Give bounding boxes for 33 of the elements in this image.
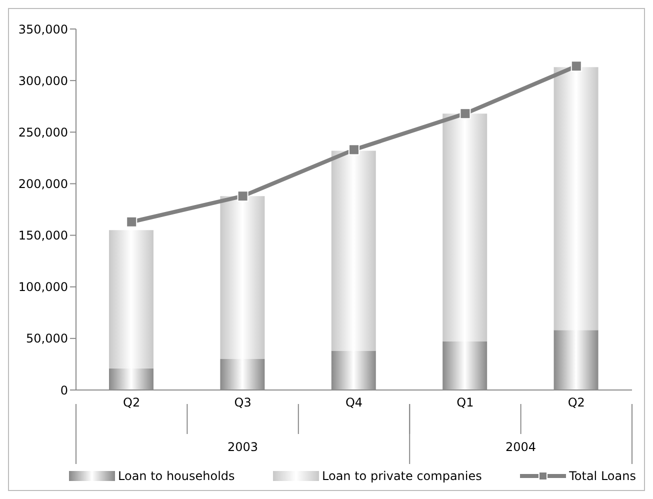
bar — [442, 342, 488, 390]
bar — [109, 230, 154, 368]
bar — [109, 368, 154, 390]
bar — [554, 67, 598, 330]
y-tick-label: 250,000 — [18, 125, 68, 140]
y-tick-label: 150,000 — [18, 228, 68, 243]
x-tick-label: Q4 — [345, 396, 363, 410]
point — [570, 60, 582, 72]
y-tick-label: 200,000 — [18, 176, 68, 191]
x-tick-label: Q3 — [234, 396, 252, 410]
legend-label: Total Loans — [569, 469, 636, 483]
bar — [442, 114, 488, 342]
point — [126, 216, 138, 228]
bar — [331, 350, 376, 390]
y-tick-label: 50,000 — [26, 332, 68, 346]
x-tick-label: Q1 — [456, 396, 474, 410]
legend-label: Loan to private companies — [322, 469, 482, 483]
x-tick-label: Q2 — [123, 396, 140, 410]
y-tick-label: 350,000 — [18, 22, 68, 36]
bar — [220, 359, 265, 390]
text: 2004 — [504, 440, 538, 454]
y-tick-label: 0 — [60, 383, 68, 398]
y-tick-label: 100,000 — [18, 280, 68, 294]
bar — [220, 196, 265, 360]
point — [460, 108, 471, 120]
point — [237, 190, 248, 202]
text: 2003 — [226, 440, 260, 454]
point — [348, 144, 360, 156]
y-tick-label: 300,000 — [18, 74, 68, 88]
legend-label: Loan to households — [118, 469, 235, 483]
bar — [331, 150, 376, 351]
bar — [554, 330, 598, 390]
x-tick-label: Q2 — [568, 396, 585, 410]
